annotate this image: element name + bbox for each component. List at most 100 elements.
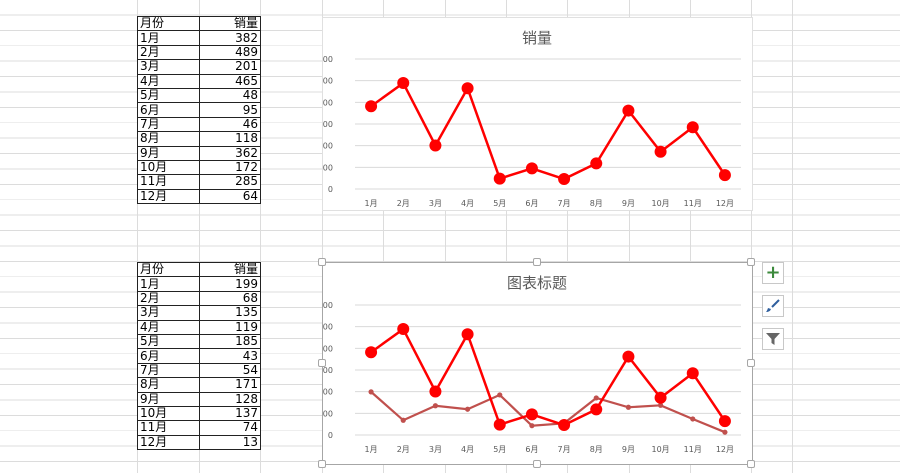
sales-cell[interactable]: 172 [199, 159, 261, 176]
data-point[interactable] [365, 346, 378, 359]
chart-title[interactable]: 销量 [522, 29, 552, 47]
data-point[interactable] [590, 157, 603, 170]
sales-cell[interactable]: 465 [199, 73, 261, 89]
month-cell[interactable]: 9月 [137, 145, 200, 161]
resize-handle[interactable] [747, 258, 755, 266]
sales-cell[interactable]: 128 [199, 391, 261, 407]
month-cell[interactable]: 3月 [137, 305, 200, 321]
month-cell[interactable]: 12月 [137, 188, 200, 205]
data-point[interactable] [429, 385, 442, 398]
resize-handle[interactable] [533, 460, 541, 468]
sales-cell[interactable]: 199 [199, 276, 261, 292]
data-point[interactable] [654, 145, 667, 158]
month-cell[interactable]: 5月 [137, 87, 200, 104]
sales-line-chart[interactable]: 销量 0 100 200 300 400 500 600 1月 2月 3月 4月 5月 6月 7月 8月 9月 1… [322, 17, 753, 211]
month-cell[interactable]: 4月 [137, 319, 200, 335]
month-cell[interactable]: 5月 [137, 333, 200, 350]
data-point[interactable] [365, 100, 378, 113]
data-point[interactable] [525, 408, 538, 421]
chart-elements-button[interactable]: + [762, 262, 784, 284]
month-cell[interactable]: 6月 [137, 102, 200, 118]
month-cell[interactable]: 8月 [137, 377, 200, 393]
data-point[interactable] [529, 423, 535, 429]
sales-table-1[interactable]: 月份 销量 1月 382 2月 489 3月 201 4月 465 5月 48 6月 95 7月 46 8月 11… [137, 15, 261, 205]
sales-cell[interactable]: 销量 [199, 261, 261, 278]
sales-cell[interactable]: 137 [199, 405, 261, 422]
data-point[interactable] [690, 416, 696, 422]
month-cell[interactable]: 9月 [137, 391, 200, 407]
data-point[interactable] [493, 418, 506, 431]
sales-cell[interactable]: 362 [199, 145, 261, 161]
sales-cell[interactable]: 185 [199, 333, 261, 350]
resize-handle[interactable] [533, 258, 541, 266]
month-cell[interactable]: 月份 [137, 15, 200, 32]
resize-handle[interactable] [318, 460, 326, 468]
data-point[interactable] [497, 392, 503, 398]
sales-cell[interactable]: 48 [199, 87, 261, 104]
sales-cell[interactable]: 68 [199, 290, 261, 307]
data-point[interactable] [493, 172, 506, 185]
month-cell[interactable]: 10月 [137, 405, 200, 422]
sales-cell[interactable]: 13 [199, 434, 261, 451]
month-cell[interactable]: 11月 [137, 420, 200, 436]
resize-handle[interactable] [747, 460, 755, 468]
sales-cell[interactable]: 74 [199, 420, 261, 436]
month-cell[interactable]: 3月 [137, 59, 200, 75]
sales-table-2[interactable]: 月份 销量 1月 199 2月 68 3月 135 4月 119 5月 185 6月 43 7月 54 8月 17… [137, 261, 261, 451]
sales-cell[interactable]: 201 [199, 59, 261, 75]
month-cell[interactable]: 7月 [137, 116, 200, 133]
data-point[interactable] [590, 403, 603, 416]
sales-cell[interactable]: 64 [199, 188, 261, 205]
data-point[interactable] [461, 82, 474, 95]
data-point[interactable] [397, 323, 410, 336]
chart-styles-button[interactable] [762, 295, 784, 317]
chart-filters-button[interactable] [762, 328, 784, 350]
data-point[interactable] [722, 429, 728, 435]
month-cell[interactable]: 2月 [137, 290, 200, 307]
sales-cell[interactable]: 382 [199, 30, 261, 46]
month-cell[interactable]: 6月 [137, 348, 200, 364]
month-cell[interactable]: 1月 [137, 30, 200, 46]
data-point[interactable] [461, 328, 474, 341]
data-point[interactable] [657, 402, 664, 408]
sales-cell[interactable]: 285 [199, 174, 261, 190]
data-point[interactable] [368, 389, 374, 395]
sales-cell[interactable]: 46 [199, 116, 261, 133]
sales-cell[interactable]: 95 [199, 102, 261, 118]
data-point[interactable] [593, 395, 599, 401]
data-point[interactable] [525, 162, 538, 175]
month-cell[interactable]: 10月 [137, 159, 200, 176]
month-cell[interactable]: 7月 [137, 362, 200, 379]
resize-handle[interactable] [747, 359, 755, 367]
data-point[interactable] [622, 350, 635, 363]
sales-cell[interactable]: 171 [199, 377, 261, 393]
month-cell[interactable]: 4月 [137, 73, 200, 89]
data-point[interactable] [686, 367, 699, 380]
data-point[interactable] [558, 173, 571, 186]
month-cell[interactable]: 11月 [137, 174, 200, 190]
month-cell[interactable]: 月份 [137, 261, 200, 278]
month-cell[interactable]: 1月 [137, 276, 200, 292]
series-line[interactable] [370, 327, 726, 427]
sales-cell[interactable]: 118 [199, 131, 261, 147]
sales-cell[interactable]: 489 [199, 44, 261, 61]
sales-cell[interactable]: 43 [199, 348, 261, 364]
month-cell[interactable]: 2月 [137, 44, 200, 61]
resize-handle[interactable] [318, 359, 326, 367]
month-cell[interactable]: 8月 [137, 131, 200, 147]
data-point[interactable] [558, 419, 571, 432]
sales-cell[interactable]: 54 [199, 362, 261, 379]
data-point[interactable] [432, 403, 439, 409]
resize-handle[interactable] [318, 258, 326, 266]
data-point[interactable] [429, 139, 442, 152]
chart-title[interactable]: 图表标题 [507, 274, 567, 292]
data-point[interactable] [622, 104, 635, 117]
data-point[interactable] [718, 415, 731, 428]
data-point[interactable] [397, 77, 410, 90]
series-line[interactable] [370, 81, 726, 181]
sales-cell[interactable]: 销量 [199, 15, 261, 32]
sales-cell[interactable]: 119 [199, 319, 261, 335]
series-line[interactable] [370, 391, 726, 434]
month-cell[interactable]: 12月 [137, 434, 200, 451]
data-point[interactable] [464, 406, 471, 412]
